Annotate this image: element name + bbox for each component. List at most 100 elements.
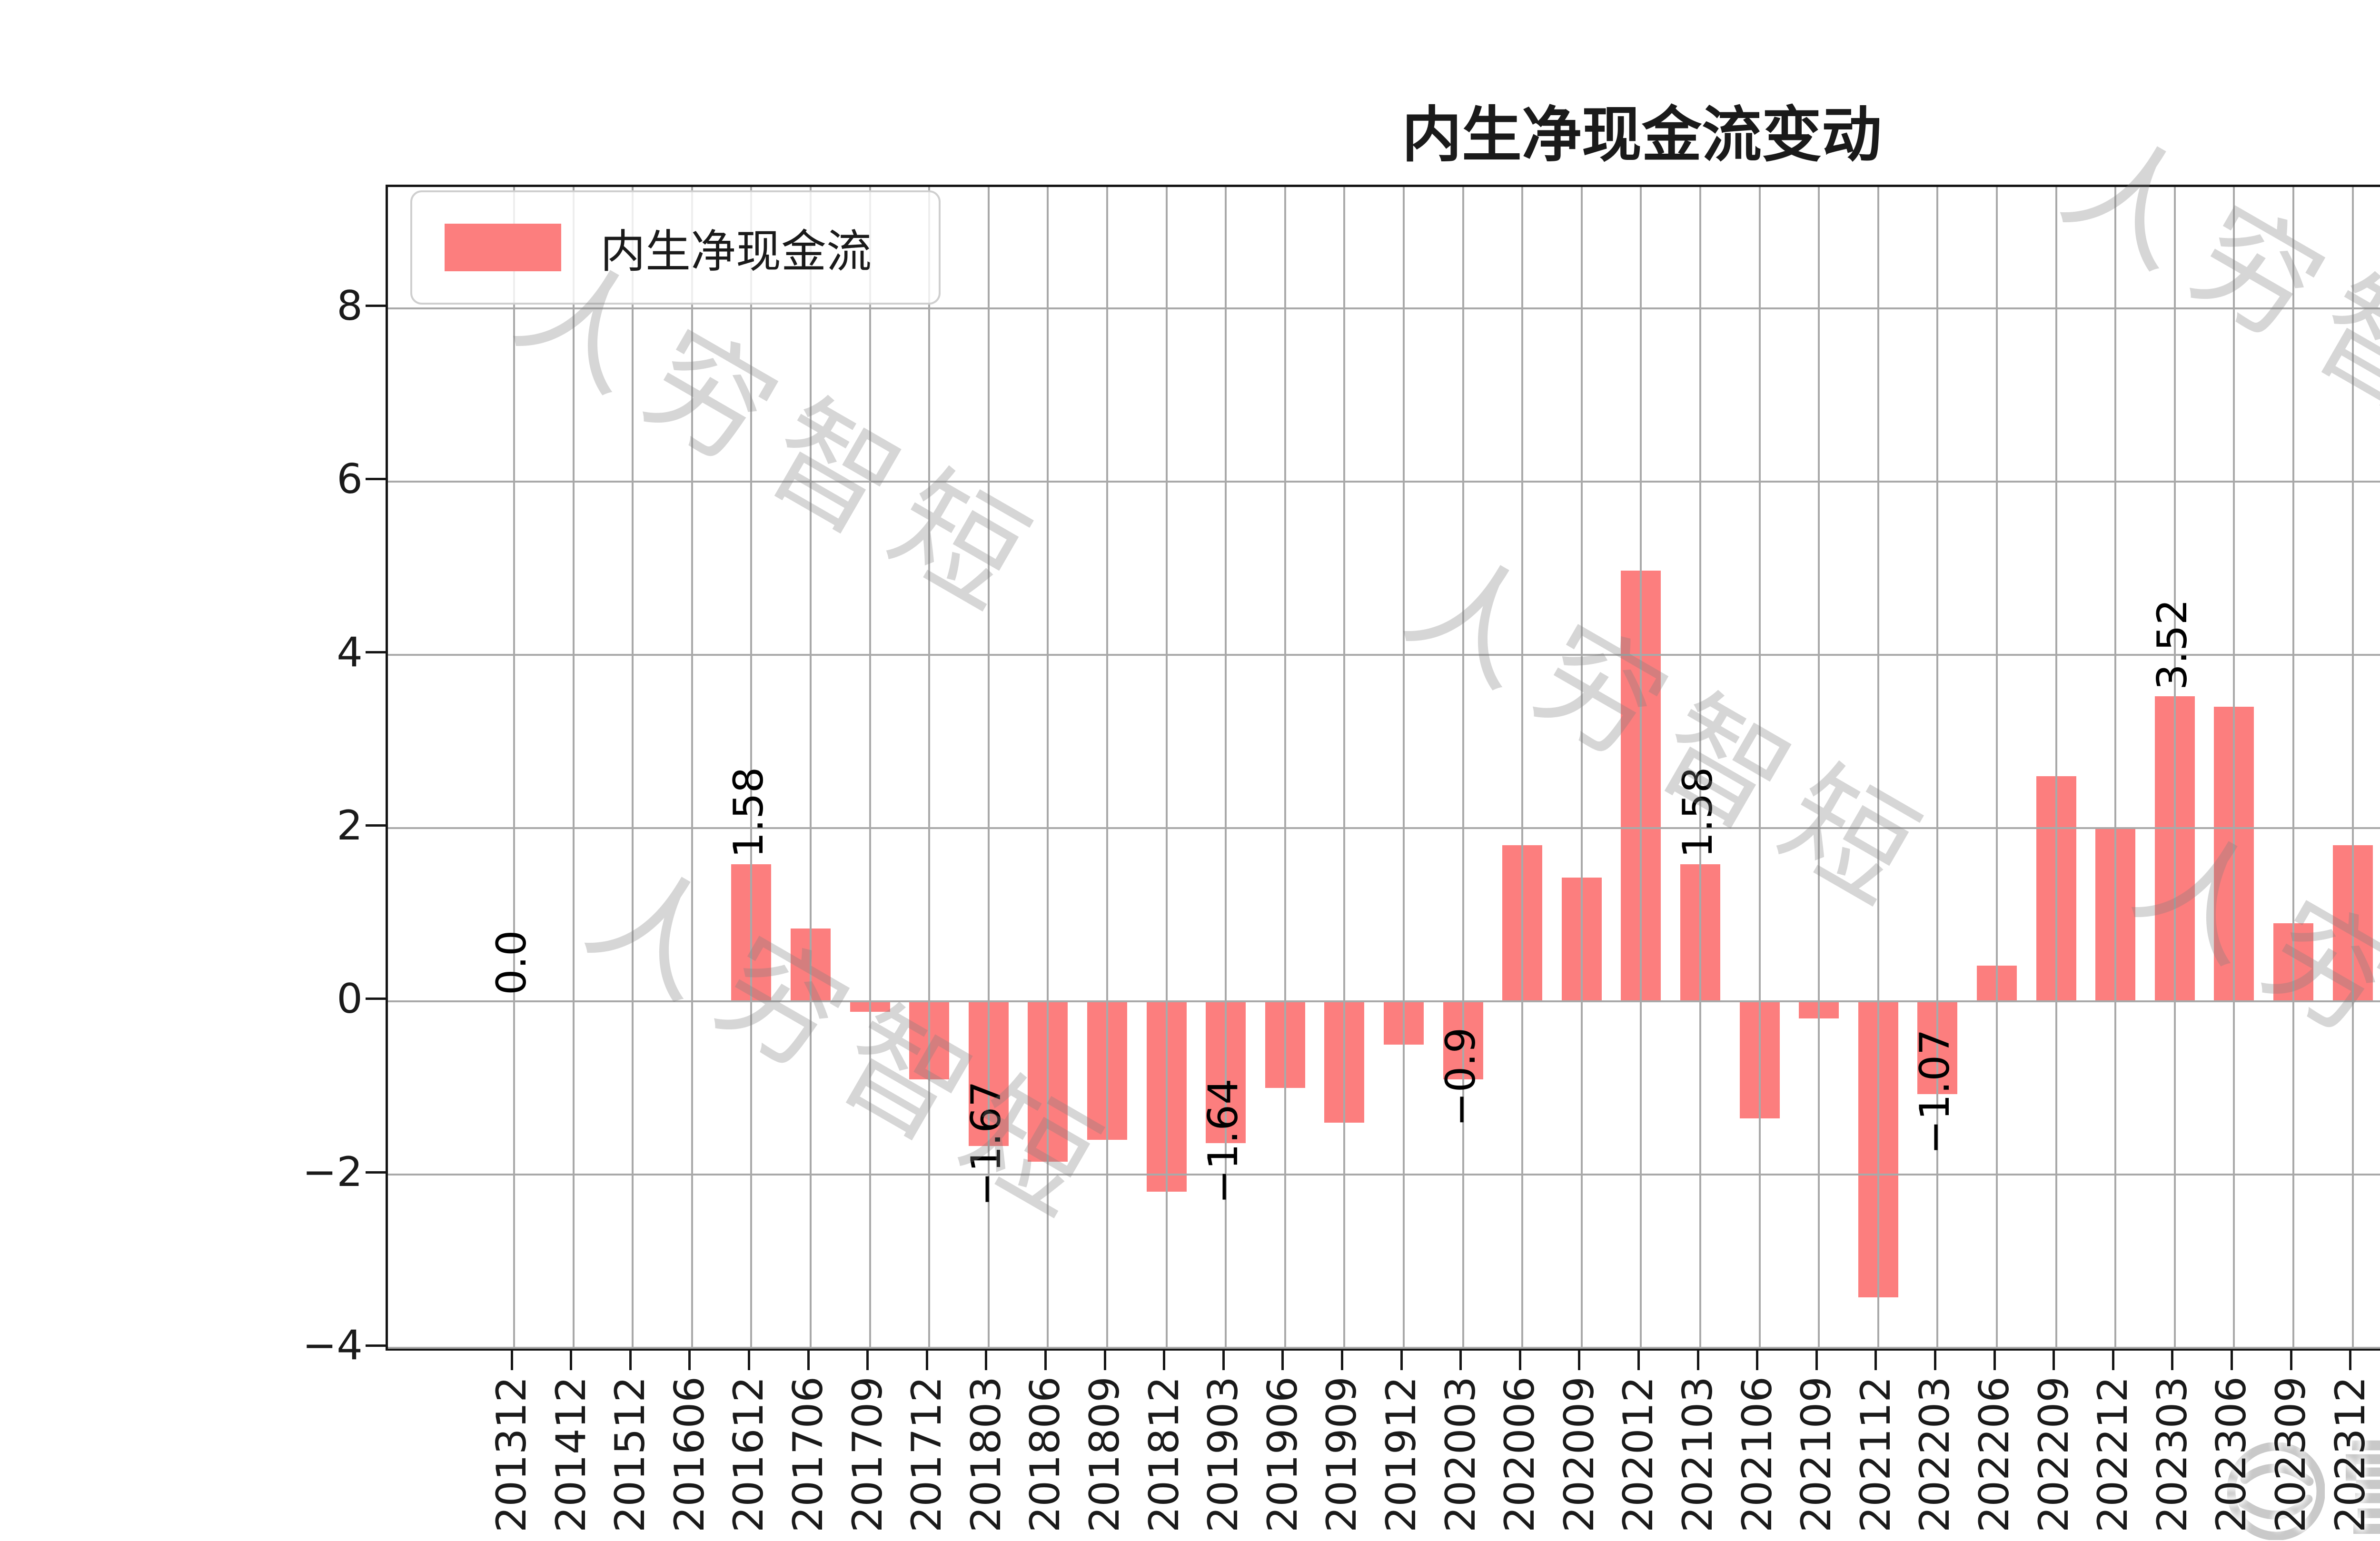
x-tick-label-text: 201909 bbox=[1318, 1376, 1366, 1533]
x-tick-label-text: 202103 bbox=[1674, 1376, 1722, 1533]
x-tick-label-text: 201606 bbox=[665, 1376, 714, 1533]
bar-value-label: −1.64 bbox=[1200, 1078, 1248, 1204]
x-tick-mark bbox=[1281, 1348, 1284, 1370]
x-tick-label-201906: 201906 bbox=[1259, 1376, 1307, 1532]
x-tick-label-text: 202003 bbox=[1437, 1376, 1485, 1533]
x-tick-label-201909: 201909 bbox=[1318, 1376, 1366, 1533]
x-tick-label-202212: 202212 bbox=[2089, 1376, 2137, 1533]
vertical-gridline bbox=[1225, 187, 1227, 1348]
vertical-gridline bbox=[1580, 187, 1583, 1348]
horizontal-gridline bbox=[388, 1000, 2380, 1002]
x-tick-label-text: 201803 bbox=[962, 1376, 1010, 1533]
x-tick-mark bbox=[1815, 1348, 1818, 1370]
x-tick-label-201606: 201606 bbox=[665, 1376, 714, 1533]
bar-value-label: 1.58 bbox=[1674, 767, 1722, 859]
vertical-gridline bbox=[987, 187, 990, 1348]
vertical-gridline bbox=[2233, 187, 2235, 1348]
x-tick-mark bbox=[2112, 1348, 2114, 1370]
y-tick-label-8: 8 bbox=[337, 282, 363, 330]
x-tick-label-text: 201812 bbox=[1140, 1376, 1188, 1533]
x-tick-mark bbox=[2171, 1348, 2174, 1370]
x-tick-label-201706: 201706 bbox=[784, 1376, 832, 1532]
x-tick-mark bbox=[747, 1348, 750, 1370]
horizontal-gridline bbox=[388, 1174, 2380, 1176]
vertical-gridline bbox=[1640, 187, 1642, 1348]
vertical-gridline bbox=[2114, 187, 2117, 1348]
y-tick-mark bbox=[366, 998, 386, 1000]
vertical-gridline bbox=[691, 187, 693, 1348]
x-tick-label-text: 201612 bbox=[725, 1376, 773, 1533]
x-tick-label-201312: 201312 bbox=[488, 1376, 536, 1532]
vertical-gridline bbox=[1047, 187, 1049, 1348]
bar-value-label-text: 1.58 bbox=[725, 767, 773, 859]
plot-area bbox=[386, 185, 2380, 1351]
vertical-gridline bbox=[632, 187, 634, 1348]
vertical-gridline bbox=[1403, 187, 1405, 1348]
x-tick-label-202009: 202009 bbox=[1555, 1376, 1603, 1533]
x-tick-label-text: 201412 bbox=[547, 1376, 595, 1533]
x-tick-label-202106: 202106 bbox=[1733, 1376, 1781, 1533]
horizontal-gridline bbox=[388, 827, 2380, 829]
x-tick-mark bbox=[570, 1348, 573, 1370]
y-tick-label-2: 2 bbox=[337, 801, 363, 850]
x-tick-mark bbox=[629, 1348, 632, 1370]
x-tick-label-text: 201512 bbox=[606, 1376, 654, 1533]
horizontal-gridline bbox=[388, 307, 2380, 309]
x-tick-label-201803: 201803 bbox=[962, 1376, 1010, 1533]
x-tick-label-201806: 201806 bbox=[1021, 1376, 1069, 1532]
x-tick-label-202112: 202112 bbox=[1852, 1376, 1900, 1533]
vertical-gridline bbox=[1758, 187, 1761, 1348]
vertical-gridline bbox=[1106, 187, 1108, 1348]
x-tick-mark bbox=[1874, 1348, 1877, 1370]
y-tick-mark bbox=[366, 1344, 386, 1347]
x-tick-label-text: 202212 bbox=[2089, 1376, 2137, 1533]
x-tick-label-text: 202112 bbox=[1852, 1376, 1900, 1533]
x-tick-mark bbox=[2290, 1348, 2292, 1370]
x-tick-label-text: 201809 bbox=[1081, 1376, 1129, 1533]
y-tick-mark bbox=[366, 478, 386, 481]
vertical-gridline bbox=[513, 187, 515, 1348]
vertical-gridline bbox=[1818, 187, 1820, 1348]
legend-box: 内生净现金流 bbox=[410, 190, 941, 305]
x-tick-label-text: 201712 bbox=[903, 1376, 951, 1533]
x-tick-label-text: 202006 bbox=[1496, 1376, 1544, 1533]
bar-value-label-text: −1.64 bbox=[1200, 1078, 1248, 1204]
x-tick-label-201812: 201812 bbox=[1140, 1376, 1188, 1533]
x-tick-label-202109: 202109 bbox=[1793, 1376, 1841, 1533]
bar-value-label: −1.67 bbox=[962, 1081, 1010, 1206]
vertical-gridline bbox=[1699, 187, 1701, 1348]
x-tick-label-text: 202206 bbox=[1971, 1376, 2018, 1533]
x-tick-mark bbox=[1044, 1348, 1047, 1370]
legend-color-swatch bbox=[445, 224, 561, 271]
bar-value-label-text: 0.0 bbox=[488, 930, 536, 995]
bar-value-label-text: −1.67 bbox=[962, 1081, 1010, 1206]
y-tick-mark bbox=[366, 651, 386, 654]
x-tick-label-text: 202303 bbox=[2148, 1376, 2196, 1533]
vertical-gridline bbox=[1462, 187, 1464, 1348]
x-tick-mark bbox=[510, 1348, 513, 1370]
x-tick-mark bbox=[866, 1348, 869, 1370]
y-tick-mark bbox=[366, 305, 386, 307]
vertical-gridline bbox=[1996, 187, 1998, 1348]
vertical-gridline bbox=[1284, 187, 1286, 1348]
vertical-gridline bbox=[2351, 187, 2354, 1348]
x-tick-label-202306: 202306 bbox=[2208, 1376, 2255, 1532]
bar-value-label: 0.0 bbox=[488, 930, 536, 995]
x-tick-mark bbox=[1696, 1348, 1699, 1370]
x-tick-mark bbox=[1518, 1348, 1521, 1370]
x-tick-label-202006: 202006 bbox=[1496, 1376, 1544, 1533]
chart-title: 内生净现金流变动 bbox=[1402, 100, 1882, 170]
horizontal-gridline bbox=[388, 653, 2380, 656]
x-tick-label-202203: 202203 bbox=[1911, 1376, 1959, 1532]
x-tick-label-text: 202106 bbox=[1733, 1376, 1781, 1533]
bar-value-label-text: 1.58 bbox=[1674, 767, 1722, 859]
x-tick-label-text: 202109 bbox=[1793, 1376, 1841, 1533]
vertical-gridline bbox=[1936, 187, 1939, 1348]
x-tick-mark bbox=[925, 1348, 928, 1370]
x-tick-mark bbox=[1400, 1348, 1403, 1370]
x-tick-label-202012: 202012 bbox=[1615, 1376, 1662, 1532]
x-tick-label-text: 202009 bbox=[1555, 1376, 1603, 1533]
bar-value-label: −1.07 bbox=[1911, 1029, 1959, 1155]
vertical-gridline bbox=[869, 187, 871, 1348]
